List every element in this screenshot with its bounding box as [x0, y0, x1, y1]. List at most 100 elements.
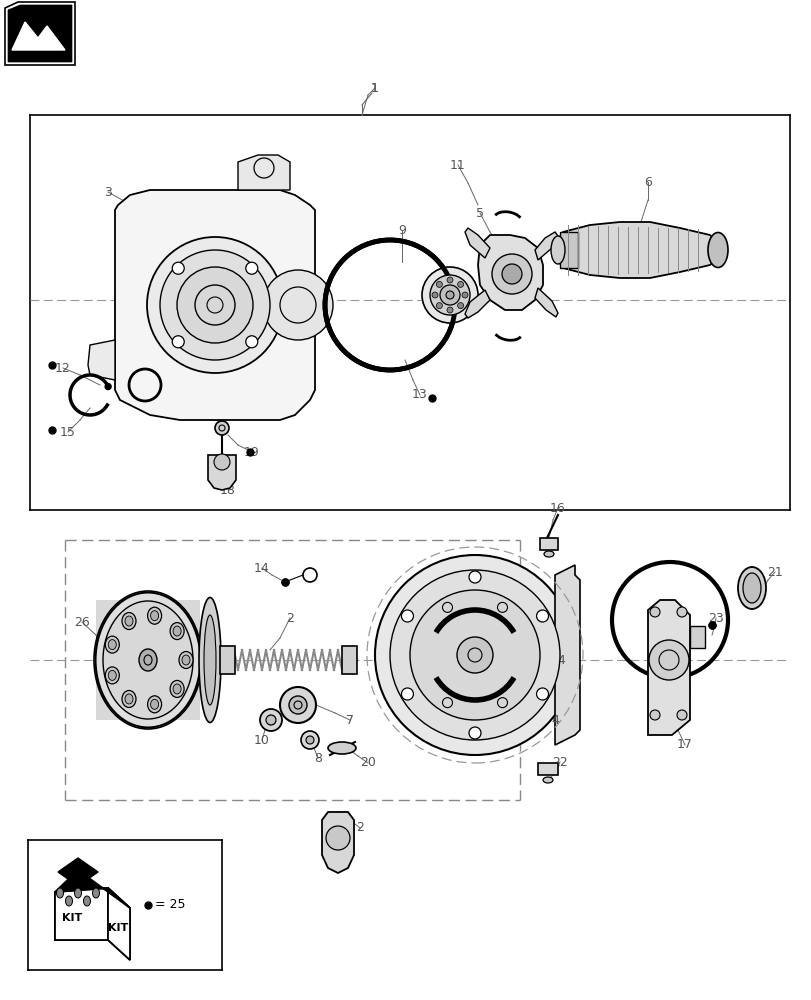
- Bar: [689, 626, 704, 648]
- Text: 12: 12: [55, 361, 71, 374]
- Circle shape: [246, 262, 257, 274]
- Text: 17: 17: [676, 738, 692, 752]
- Circle shape: [491, 254, 531, 294]
- Ellipse shape: [57, 888, 63, 898]
- Circle shape: [676, 607, 686, 617]
- Circle shape: [172, 336, 184, 348]
- Circle shape: [446, 307, 453, 313]
- Polygon shape: [115, 190, 315, 420]
- Circle shape: [147, 237, 283, 373]
- Polygon shape: [8, 5, 72, 62]
- Circle shape: [401, 688, 413, 700]
- Circle shape: [325, 826, 350, 850]
- Circle shape: [172, 262, 184, 274]
- Circle shape: [501, 264, 521, 284]
- Circle shape: [436, 303, 442, 309]
- Circle shape: [649, 710, 659, 720]
- Circle shape: [536, 610, 548, 622]
- Polygon shape: [96, 600, 200, 720]
- Ellipse shape: [125, 616, 133, 626]
- Ellipse shape: [742, 573, 760, 603]
- Ellipse shape: [96, 592, 200, 727]
- Polygon shape: [554, 565, 579, 745]
- Ellipse shape: [551, 236, 564, 264]
- Text: 24: 24: [549, 654, 565, 666]
- Polygon shape: [534, 232, 557, 260]
- Circle shape: [246, 336, 257, 348]
- Ellipse shape: [707, 232, 727, 267]
- Text: 10: 10: [254, 733, 269, 746]
- Ellipse shape: [105, 636, 119, 653]
- Ellipse shape: [737, 567, 765, 609]
- Circle shape: [260, 709, 281, 731]
- Circle shape: [105, 384, 111, 390]
- Polygon shape: [55, 888, 108, 940]
- Text: 5: 5: [475, 207, 483, 220]
- Circle shape: [536, 688, 548, 700]
- Ellipse shape: [543, 777, 552, 783]
- Polygon shape: [557, 222, 717, 278]
- Text: 11: 11: [449, 159, 466, 172]
- Polygon shape: [478, 235, 543, 310]
- Circle shape: [461, 292, 467, 298]
- Ellipse shape: [92, 888, 100, 898]
- Polygon shape: [534, 288, 557, 317]
- Circle shape: [446, 277, 453, 283]
- Circle shape: [280, 687, 315, 723]
- Text: 8: 8: [314, 752, 322, 764]
- Circle shape: [389, 570, 560, 740]
- Circle shape: [214, 454, 230, 470]
- Text: 15: 15: [60, 426, 76, 438]
- Ellipse shape: [178, 652, 193, 668]
- Text: 13: 13: [412, 388, 427, 401]
- Text: 19: 19: [244, 446, 260, 458]
- Polygon shape: [465, 290, 489, 318]
- Circle shape: [306, 736, 314, 744]
- Text: 6: 6: [643, 176, 651, 189]
- Circle shape: [440, 285, 460, 305]
- Circle shape: [431, 292, 437, 298]
- Text: 20: 20: [359, 756, 375, 770]
- Bar: [341, 646, 357, 674]
- Ellipse shape: [105, 667, 119, 684]
- Text: KIT: KIT: [62, 913, 82, 923]
- Text: 23: 23: [707, 611, 723, 624]
- Text: 18: 18: [220, 484, 236, 496]
- Ellipse shape: [173, 684, 181, 694]
- Polygon shape: [12, 22, 65, 50]
- Polygon shape: [55, 888, 130, 960]
- Polygon shape: [88, 340, 115, 380]
- Polygon shape: [108, 888, 130, 960]
- Ellipse shape: [122, 613, 135, 630]
- Text: 7: 7: [345, 713, 354, 726]
- Text: 9: 9: [397, 224, 406, 237]
- Polygon shape: [55, 870, 130, 908]
- Text: 16: 16: [549, 502, 565, 514]
- Ellipse shape: [148, 696, 161, 713]
- Circle shape: [160, 250, 270, 360]
- Ellipse shape: [543, 551, 553, 557]
- Text: 3: 3: [104, 186, 112, 199]
- Circle shape: [375, 555, 574, 755]
- Circle shape: [266, 715, 276, 725]
- Circle shape: [648, 640, 689, 680]
- Circle shape: [457, 303, 463, 309]
- Polygon shape: [58, 858, 98, 886]
- Text: 26: 26: [74, 615, 90, 628]
- Bar: [220, 646, 234, 674]
- Circle shape: [263, 270, 333, 340]
- Text: KIT: KIT: [108, 923, 128, 933]
- Circle shape: [436, 281, 442, 287]
- Ellipse shape: [169, 623, 184, 640]
- Ellipse shape: [169, 680, 184, 697]
- Bar: [560, 232, 577, 268]
- Bar: [538, 763, 557, 775]
- Ellipse shape: [204, 615, 216, 705]
- Text: = 25: = 25: [155, 898, 185, 911]
- Ellipse shape: [150, 611, 158, 621]
- Ellipse shape: [125, 694, 133, 704]
- Text: 1: 1: [371, 82, 379, 95]
- Ellipse shape: [199, 597, 221, 722]
- Polygon shape: [5, 2, 75, 65]
- Circle shape: [430, 275, 470, 315]
